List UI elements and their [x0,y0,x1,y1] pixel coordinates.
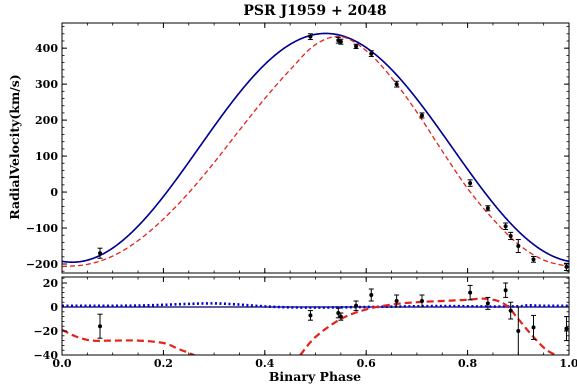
plot-area-bottom [62,282,569,355]
data-point-bottom-7 [419,299,424,303]
data-point-bottom-0 [98,324,103,329]
model-solid-curve [62,32,569,264]
data-point-top-4 [354,44,359,49]
plot-area-top [62,32,569,271]
residual-dashed-curve [62,328,197,355]
residual-dotted-curve [62,302,569,309]
y-tick-label-bottom-1: −20 [33,325,58,338]
data-point-top-10 [503,224,508,229]
data-point-top-7 [419,113,424,118]
residual-dashed-curve-2 [299,297,559,355]
data-point-top-1 [308,34,313,39]
x-tick-label-4: 0.8 [458,357,477,370]
data-point-bottom-11 [508,308,513,313]
x-axis-label: Binary Phase [269,369,361,384]
data-point-bottom-2 [336,311,341,315]
y-tick-label-top-4: 200 [35,114,58,127]
y-tick-label-bottom-2: 0 [50,301,58,314]
y-axis-label: RadialVelocity(km/s) [7,74,22,219]
data-point-bottom-5 [369,293,374,297]
data-point-top-14 [564,264,569,269]
x-tick-label-2: 0.4 [255,357,274,370]
x-tick-label-5: 1.0 [559,357,577,370]
y-tick-label-top-2: 0 [50,186,58,199]
x-tick-label-3: 0.6 [357,357,376,370]
data-point-top-3 [338,39,343,44]
y-tick-label-bottom-3: 20 [43,277,59,290]
data-point-bottom-3 [338,314,343,319]
y-tick-label-top-5: 300 [35,78,58,91]
data-point-top-0 [98,251,103,256]
data-point-top-9 [485,206,490,211]
data-point-top-5 [369,51,374,56]
y-tick-label-bottom-0: −40 [33,349,58,362]
data-point-bottom-8 [468,290,473,295]
data-point-bottom-9 [485,301,490,306]
data-point-bottom-14 [564,326,569,331]
chart-title: PSR J1959 + 2048 [243,3,386,19]
data-point-bottom-4 [354,303,359,308]
x-tick-label-1: 0.2 [154,357,173,370]
data-point-top-11 [508,233,513,238]
data-point-bottom-10 [503,288,508,293]
model-dotted-curve [62,32,569,263]
data-point-top-12 [516,244,521,249]
y-tick-label-top-6: 400 [35,42,58,55]
data-point-bottom-12 [516,329,521,333]
y-tick-label-top-0: −200 [26,258,59,271]
y-tick-label-top-1: −100 [26,222,59,235]
data-point-top-8 [468,181,473,186]
data-point-bottom-6 [394,299,399,303]
y-tick-label-top-3: 100 [35,150,58,163]
panel-frame-bottom [61,276,570,356]
model-dashed-curve [62,35,569,268]
x-tick-label-0: 0.0 [52,357,71,370]
data-point-bottom-13 [531,325,536,330]
data-point-bottom-1 [308,313,313,318]
panel-frame-top [61,22,570,274]
data-point-top-6 [394,82,399,87]
data-point-top-13 [531,257,536,262]
